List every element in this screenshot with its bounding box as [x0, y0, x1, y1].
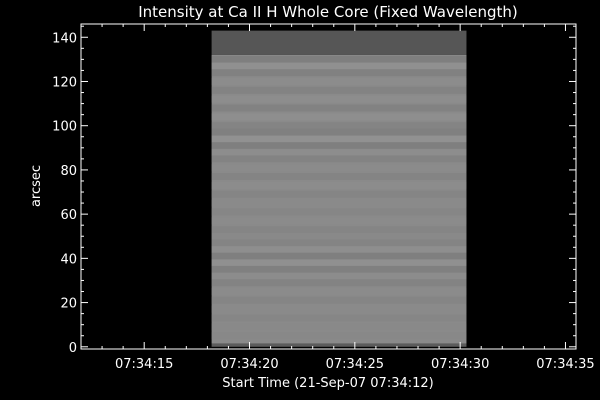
- heatmap-image: [211, 30, 467, 347]
- x-tick-label: 07:34:25: [326, 357, 384, 372]
- chart-title: Intensity at Ca II H Whole Core (Fixed W…: [138, 3, 517, 21]
- intensity-stripe-6: [211, 104, 467, 112]
- intensity-stripe-22: [211, 232, 467, 240]
- intensity-band-2: [211, 343, 467, 347]
- intensity-stripe-2: [211, 69, 467, 77]
- x-tick-label: 07:34:20: [220, 357, 278, 372]
- intensity-stripe-9: [211, 128, 467, 136]
- intensity-stripe-11: [211, 142, 467, 150]
- y-tick-label: 140: [52, 31, 77, 46]
- intensity-stripe-17: [211, 190, 467, 198]
- x-tick-label: 07:34:30: [431, 357, 489, 372]
- intensity-stripe-20: [211, 217, 467, 225]
- intensity-stripe-1: [211, 62, 467, 70]
- plot-frame: [80, 23, 577, 350]
- intensity-stripe-14: [211, 164, 467, 172]
- intensity-stripe-21: [211, 226, 467, 234]
- intensity-stripe-12: [211, 148, 467, 156]
- intensity-stripe-31: [211, 296, 467, 304]
- x-axis: 07:34:15 07:34:20 07:34:25 07:34:30 07:34:35: [80, 24, 595, 372]
- intensity-stripe-35: [211, 332, 467, 340]
- intensity-stripe-24: [211, 246, 467, 254]
- intensity-band-1: [211, 54, 467, 344]
- intensity-stripe-34: [211, 323, 467, 331]
- intensity-stripe-27: [211, 265, 467, 273]
- intensity-stripe-0: [211, 55, 467, 63]
- y-tick-label: 0: [69, 341, 77, 356]
- y-tick-label: 100: [52, 120, 77, 135]
- intensity-stripe-8: [211, 122, 467, 130]
- intensity-band-0: [211, 30, 467, 55]
- intensity-stripe-10: [211, 135, 467, 143]
- y-axis: 0 20 40 60 80 100 120 140: [52, 25, 576, 356]
- y-tick-label: 80: [60, 164, 77, 179]
- y-tick-label: 40: [60, 252, 77, 267]
- intensity-stripe-13: [211, 155, 467, 163]
- intensity-stripe-19: [211, 208, 467, 216]
- intensity-stripe-18: [211, 199, 467, 207]
- x-axis-label: Start Time (21-Sep-07 07:34:12): [222, 376, 433, 391]
- intensity-stripe-32: [211, 305, 467, 313]
- intensity-stripe-3: [211, 77, 467, 85]
- intensity-stripe-29: [211, 279, 467, 287]
- y-tick-label: 120: [52, 75, 77, 90]
- y-tick-label: 60: [60, 208, 77, 223]
- intensity-stripe-15: [211, 173, 467, 181]
- x-tick-label: 07:34:15: [115, 357, 173, 372]
- intensity-stripe-7: [211, 113, 467, 121]
- y-tick-label: 20: [60, 297, 77, 312]
- intensity-stripe-28: [211, 272, 467, 280]
- intensity-stripe-16: [211, 181, 467, 189]
- intensity-stripe-26: [211, 259, 467, 267]
- intensity-stripe-30: [211, 288, 467, 296]
- y-axis-label: arcsec: [29, 165, 44, 207]
- intensity-stripe-23: [211, 239, 467, 247]
- x-tick-label: 07:34:35: [536, 357, 594, 372]
- intensity-stripe-4: [211, 86, 467, 94]
- intensity-stripe-33: [211, 314, 467, 322]
- intensity-stripe-25: [211, 252, 467, 260]
- intensity-stripe-5: [211, 95, 467, 103]
